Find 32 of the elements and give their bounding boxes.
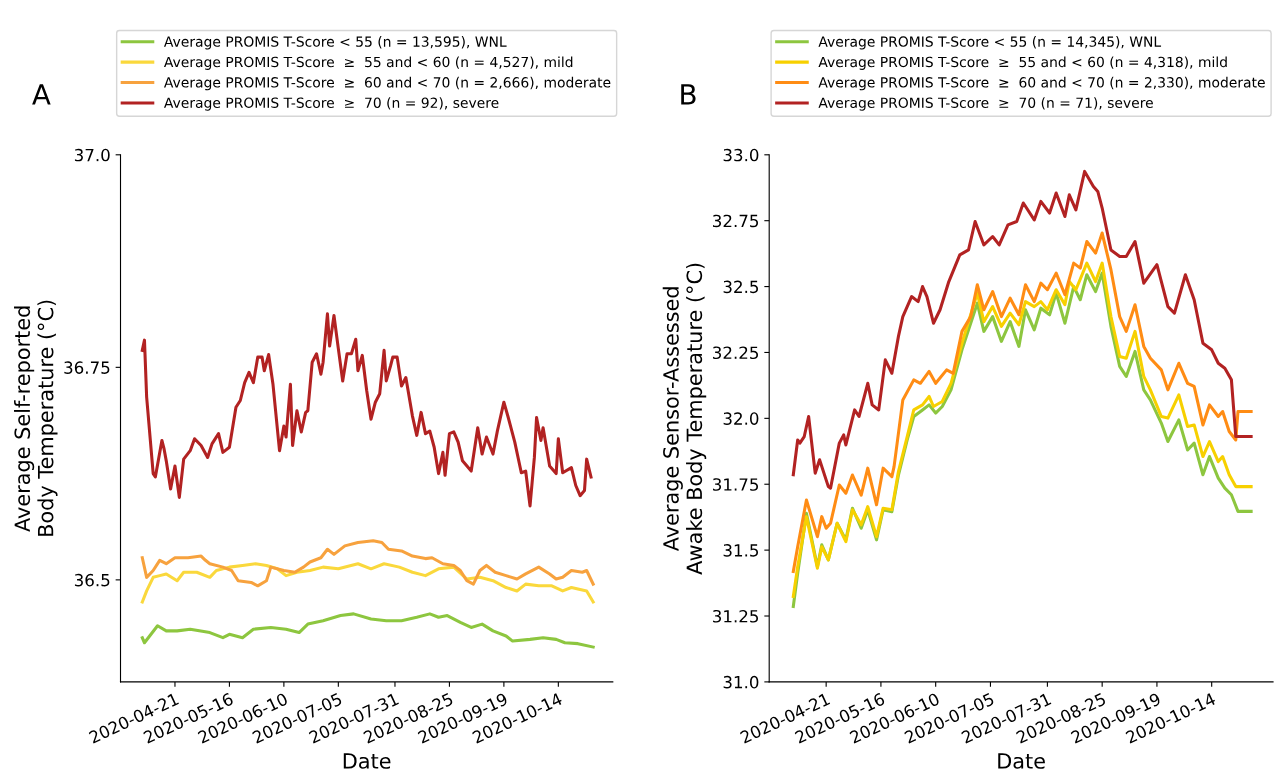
y-tick-label: 31.0 xyxy=(723,675,759,689)
y-tick-label: 37.0 xyxy=(74,148,110,162)
legend-label: Average PROMIS T-Score < 55 (n = 13,595), WNL xyxy=(163,36,507,50)
x-axis-title: Date xyxy=(998,753,1045,769)
legend-label: Average PROMIS T-Score ≥ 70 (n = 71), severe xyxy=(818,97,1153,111)
y-tick-label: 32.75 xyxy=(713,214,759,228)
line-series xyxy=(140,612,595,649)
x-axis-title: Date xyxy=(343,753,391,769)
y-tick-label: 31.25 xyxy=(713,609,759,623)
legend-label: Average PROMIS T-Score < 55 (n = 14,345), WNL xyxy=(818,36,1162,50)
y-tick-label: 32.0 xyxy=(723,412,759,425)
y-axis-title: Average Self-reported Body Temperature (°C) xyxy=(14,300,58,536)
y-tick-label: 36.75 xyxy=(64,361,110,374)
legend-label: Average PROMIS T-Score ≥ 70 (n = 92), severe xyxy=(163,97,499,111)
legend-label: Average PROMIS T-Score ≥ 60 and < 70 (n = 2,330), moderate xyxy=(818,76,1265,91)
line-series xyxy=(791,169,1253,490)
y-tick-label: 36.5 xyxy=(74,573,110,587)
text: A xyxy=(32,84,51,105)
legend-label: Average PROMIS T-Score ≥ 55 and < 60 (n = 4,527), mild xyxy=(163,56,573,70)
y-tick-label: 32.5 xyxy=(723,280,759,294)
line-series xyxy=(791,231,1253,573)
line-series xyxy=(140,562,595,604)
legend-label: Average PROMIS T-Score ≥ 60 and < 70 (n = 2,666), moderate xyxy=(163,76,611,91)
y-axis-title: Average Sensor-Assessed Awake Body Temperature (°C) xyxy=(662,263,707,575)
line-series xyxy=(140,312,593,508)
y-tick-label: 33.0 xyxy=(723,148,759,162)
y-tick-label: 31.75 xyxy=(713,478,759,491)
y-tick-label: 32.25 xyxy=(713,346,759,360)
line-series xyxy=(140,539,595,588)
legend-label: Average PROMIS T-Score ≥ 55 and < 60 (n = 4,318), mild xyxy=(818,56,1227,70)
y-tick-label: 31.5 xyxy=(723,544,759,557)
text: B xyxy=(681,84,696,105)
